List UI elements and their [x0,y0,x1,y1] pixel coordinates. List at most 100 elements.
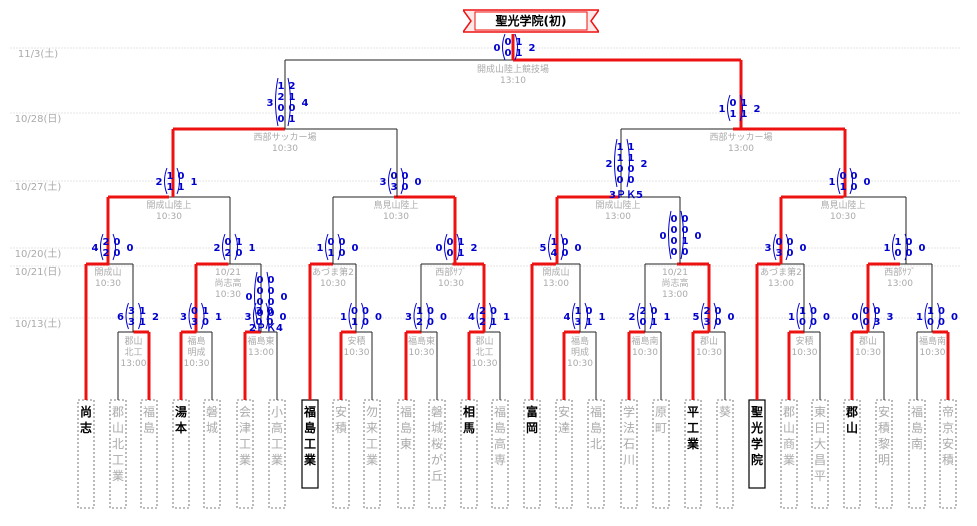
score-r1-total: 0 [280,312,287,323]
score-r16-paren [325,233,329,261]
venue-semi-left: 西部サッカー場 [253,131,316,143]
score-r16-total: 0 [575,243,582,254]
team-name-char: 葵 [719,405,731,419]
score-r1-total: 0 [440,312,447,323]
score-qf2-half: 0 [402,171,409,182]
score-r16-half: 1 [328,248,335,259]
date-label: 10/28(日) [15,114,62,125]
score-r1-half: 3 [704,317,711,328]
score-qf3-half: 0 [682,225,689,236]
venue-r1: 福島東 [408,335,435,347]
team-name-char: 高 [271,420,283,435]
venue-r16: 13:00 [887,279,913,289]
venue-r1: 10:30 [855,348,881,358]
score-r1-half: 0 [651,306,658,317]
score-r16-total: 0 [436,243,443,254]
team-name-char: 学 [751,436,763,451]
team-name-char: 石 [623,437,635,451]
score-r1-paren [701,302,705,330]
team-name-char: 馬 [463,421,475,435]
team-name-char: 黎 [878,437,890,451]
team-name-char: 磐 [431,405,443,419]
team-name-char: 工 [239,437,251,451]
score-r1-paren [413,302,417,330]
team-name-char: 桜 [431,437,443,451]
score-r16-half: 0 [114,248,121,259]
team-name-char: 城 [206,421,218,435]
score-pk2-half: 0 [257,297,264,308]
score-r16-total: 1 [884,243,891,254]
venue-r1: 10:30 [632,348,658,358]
score-r16-half: 0 [562,237,569,248]
score-r1-paren [138,302,142,330]
team-name-char: 福 [590,404,602,419]
score-qf2-paren [400,167,404,195]
score-r1-total: 4 [468,312,475,323]
score-semi-left-half: 0 [278,103,285,114]
score-r1-half: 0 [810,317,817,328]
score-qf2-half: 3 [391,182,398,193]
score-r1-total: 1 [664,312,671,323]
score-r1-half: 0 [202,317,209,328]
team-name-char: 業 [271,453,283,467]
venue-r1: 10:30 [184,359,210,369]
team-name-char: 工 [112,453,124,467]
score-pk2-total: 0 [281,292,288,303]
score-r1-paren [572,302,576,330]
score-qf4-half: 0 [840,171,847,182]
score-semi-right-pk-total: 2 [606,159,613,170]
score-r16-half: 0 [776,237,783,248]
score-semi-left-half: 2 [289,81,296,92]
venue-r16: 10:30 [215,290,241,300]
venue-r1: 北工 [124,347,142,358]
team-name-char: 原 [655,405,667,419]
score-semi-right-paren [727,94,731,122]
score-pk2-half: 0 [268,286,275,297]
score-pk2-paren [254,271,258,321]
team-name-char: 積 [335,420,347,435]
score-semi-left-half: 1 [289,92,296,103]
score-semi-right-paren [739,94,743,122]
venue-r16: 10/21 [215,268,241,278]
team-name-char: 福 [143,404,155,419]
score-r1-paren [125,302,129,330]
team-name-char: 東 [400,437,412,451]
score-r16-paren [785,233,789,261]
score-r1-paren [253,302,257,330]
score-r1-half: 0 [362,317,369,328]
score-r1-half: 0 [427,306,434,317]
score-r1-half: 1 [139,306,146,317]
score-semi-right-pk-half: 0 [628,164,635,175]
score-qf3-half: 0 [671,247,678,258]
score-semi-right-half: 1 [741,98,748,109]
score-r16-total: 0 [352,243,359,254]
venue-r1: 福島南 [919,335,946,347]
team-name-char: 島 [911,420,923,435]
score-r1-paren [860,302,864,330]
score-semi-left-paren [287,77,291,127]
score-r1-total: 1 [916,312,923,323]
venue-r16: 開成山 [542,266,569,278]
score-r16-half: 0 [339,237,346,248]
team-name-char: 安 [335,404,347,419]
venue-r1: 10:30 [792,348,818,358]
team-name-char: 大 [814,437,826,451]
score-r16-total: 4 [92,243,99,254]
score-r1-total: 0 [852,312,859,323]
score-r1-half: 0 [351,306,358,317]
venue-r1: 福島 [571,335,589,347]
score-qf4-half: 0 [851,182,858,193]
score-semi-left-half: 2 [278,92,285,103]
score-pk2-total: 0 [246,292,253,303]
score-qf1-half: 0 [178,171,185,182]
score-r1-half: 3 [575,317,582,328]
date-label: 11/3(土) [18,47,58,60]
score-semi-left-total: 4 [302,98,309,109]
venue-qf1: 開成山陸上 [146,199,191,211]
team-name-char: 島 [143,420,155,435]
venue-r16: あづま第2 [760,266,802,278]
score-r16-half: 1 [551,237,558,248]
venue-r16: 開成山 [94,266,121,278]
score-r1-paren [796,302,800,330]
team-name-char: 尚 [80,404,92,419]
